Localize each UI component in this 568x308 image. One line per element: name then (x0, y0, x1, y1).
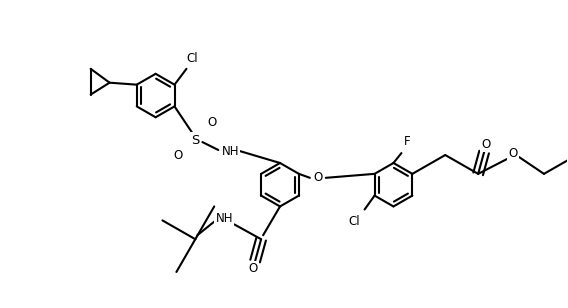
Text: NH: NH (222, 145, 239, 159)
Text: O: O (208, 116, 217, 129)
Text: O: O (482, 138, 491, 151)
Text: O: O (249, 262, 258, 275)
Text: O: O (313, 171, 323, 184)
Text: NH: NH (215, 212, 233, 225)
Text: S: S (191, 134, 199, 147)
Text: O: O (173, 149, 182, 162)
Text: F: F (404, 135, 411, 148)
Text: O: O (508, 147, 517, 160)
Text: Cl: Cl (349, 215, 361, 228)
Text: Cl: Cl (187, 52, 198, 65)
